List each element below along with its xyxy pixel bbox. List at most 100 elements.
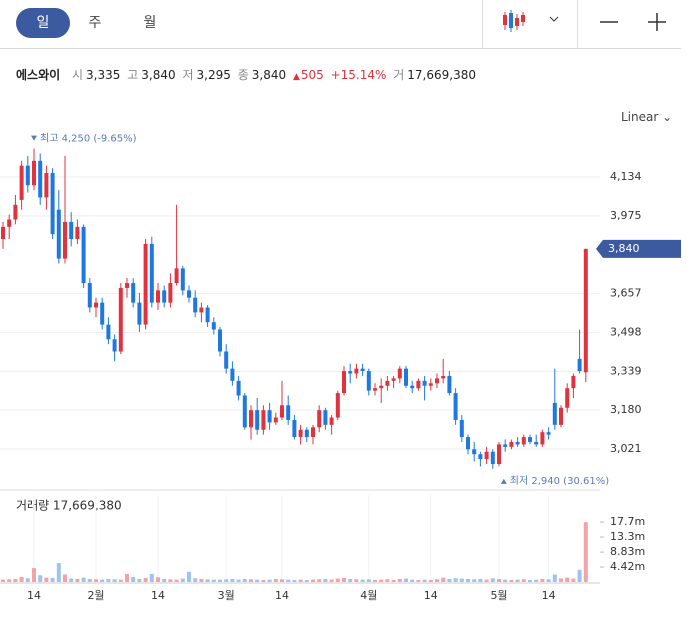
volume-bar xyxy=(32,568,36,582)
volume-bar xyxy=(100,579,105,582)
candle-body xyxy=(422,380,427,386)
candle-body xyxy=(180,268,185,291)
candle-body xyxy=(38,160,43,198)
volume-bar xyxy=(1,579,5,582)
candle-body xyxy=(63,221,67,259)
volume-bar xyxy=(125,573,129,582)
volume-bar xyxy=(428,579,433,582)
candle-body xyxy=(342,371,346,394)
change-pct: +15.14% xyxy=(330,68,387,82)
candle-body xyxy=(106,324,111,340)
y-tick-label: 3,657 xyxy=(610,287,642,300)
stock-name: 에스와이 xyxy=(16,68,61,82)
value: 3,295 xyxy=(196,68,231,82)
candle-body xyxy=(559,407,563,425)
volume-bar xyxy=(509,579,514,582)
label: 시 xyxy=(72,68,84,82)
candle-body xyxy=(329,417,334,425)
scale-toggle[interactable]: Linear ⌄ xyxy=(621,110,673,124)
volume-bar xyxy=(354,579,359,582)
volume-bar xyxy=(168,579,173,582)
candle-body xyxy=(118,287,123,352)
volume-bar xyxy=(174,579,179,582)
volume-bar xyxy=(242,578,247,582)
candle-body xyxy=(187,290,191,298)
candle-body xyxy=(379,385,384,389)
candle-body xyxy=(7,219,12,227)
candle-body xyxy=(298,429,303,438)
volume-bar xyxy=(459,578,464,582)
volume-bar xyxy=(230,578,235,582)
tab-week[interactable]: 주 xyxy=(88,15,102,31)
chart-type-button[interactable] xyxy=(482,0,578,48)
volume-bar xyxy=(534,579,539,582)
volume-bar xyxy=(131,576,136,582)
toolbar: 일 주 월 xyxy=(0,0,681,49)
candle-body xyxy=(552,402,557,425)
candle-body xyxy=(546,432,551,435)
candle-body xyxy=(459,419,464,438)
candle-body xyxy=(428,383,433,386)
x-tick-label: 14 xyxy=(151,589,165,602)
candle-body xyxy=(13,204,18,220)
candle-body xyxy=(534,441,539,445)
candle-body xyxy=(125,283,129,288)
volume-bar xyxy=(280,579,284,582)
volume-bar xyxy=(478,578,483,582)
candle-body xyxy=(249,410,253,428)
candle-body xyxy=(360,368,365,372)
label: 종 xyxy=(237,68,249,82)
volume-bar xyxy=(13,578,18,582)
candle-body xyxy=(528,437,532,442)
up-arrow: ▲ xyxy=(292,72,300,82)
candle-body xyxy=(131,283,136,303)
candle-body xyxy=(286,405,291,420)
candle-body xyxy=(1,226,5,240)
y-tick-label: 3,498 xyxy=(610,325,642,338)
candle-body xyxy=(19,165,24,200)
candle-body xyxy=(69,221,74,240)
y-tick-label: 3,021 xyxy=(610,442,642,455)
volume-bar xyxy=(490,578,495,582)
candle-body xyxy=(242,395,247,428)
y-tick-label: 3,339 xyxy=(610,364,642,377)
candle-body xyxy=(484,451,489,460)
candle-body xyxy=(137,302,142,325)
value: 3,335 xyxy=(86,68,121,82)
volume-bar xyxy=(335,578,340,582)
volume-bar xyxy=(521,579,526,582)
volume-bar xyxy=(236,579,241,582)
volume-bar xyxy=(348,578,353,582)
candle-body xyxy=(81,226,86,284)
candle-body xyxy=(162,290,167,303)
candle-body xyxy=(304,429,309,438)
candle-body xyxy=(366,371,371,391)
value: 17,669,380 xyxy=(407,68,476,82)
x-tick-label: 5월 xyxy=(490,589,507,602)
tab-day[interactable]: 일 xyxy=(16,8,70,38)
volume-bar xyxy=(404,578,408,582)
change: 505 xyxy=(300,68,324,82)
volume-bar xyxy=(379,579,384,582)
volume-bar xyxy=(106,578,111,582)
candle-body xyxy=(205,307,210,323)
candle-body xyxy=(583,248,588,373)
chart-type-icon xyxy=(503,10,559,32)
candle-body xyxy=(447,375,452,394)
candle-body xyxy=(348,371,353,374)
last-price-tag xyxy=(596,239,681,258)
candle-body xyxy=(416,380,421,389)
candle-body xyxy=(261,410,266,430)
volume-bar xyxy=(249,579,253,582)
tab-month[interactable]: 월 xyxy=(143,15,157,31)
volume-bar xyxy=(447,578,452,582)
candle-body xyxy=(280,405,284,418)
volume-bar xyxy=(63,574,67,582)
x-tick-label: 3월 xyxy=(218,589,235,602)
volume-bar xyxy=(484,579,489,582)
label: 저 xyxy=(182,68,194,82)
volume-bar xyxy=(397,578,402,582)
candle-body xyxy=(156,290,160,303)
candle-body xyxy=(391,378,396,381)
candle-body xyxy=(323,410,328,425)
